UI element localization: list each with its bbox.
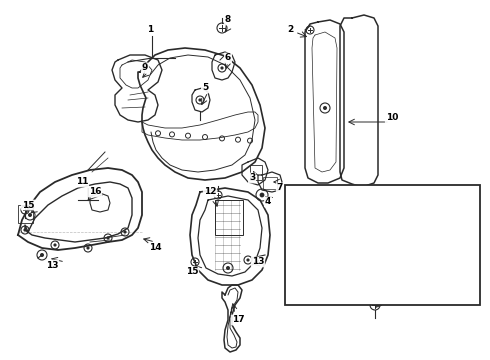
Text: 12: 12 [204,188,216,197]
Circle shape [40,253,44,257]
Bar [215,200,243,235]
Text: 16: 16 [89,188,101,197]
FancyBboxPatch shape [285,185,480,305]
Text: 19: 19 [295,203,308,212]
Text: 17: 17 [232,315,245,324]
Text: 18: 18 [354,185,366,194]
Bar [250,165,262,180]
Circle shape [313,208,317,212]
Circle shape [123,230,126,234]
Text: 1: 1 [147,26,153,35]
Circle shape [246,258,249,262]
Text: 8: 8 [225,15,231,24]
Text: 9: 9 [142,63,148,72]
Text: 15: 15 [22,201,34,210]
Text: 15: 15 [186,267,198,276]
Circle shape [24,228,26,231]
Text: 3: 3 [249,174,255,183]
Circle shape [53,243,57,247]
Circle shape [226,266,230,270]
Text: 5: 5 [202,84,208,93]
Text: 21: 21 [366,293,378,302]
Circle shape [28,213,32,217]
Text: 2: 2 [287,26,293,35]
Circle shape [310,230,314,234]
Text: 20: 20 [292,228,304,237]
Text: 6: 6 [225,54,231,63]
Text: 13: 13 [252,257,264,266]
Text: 14: 14 [148,243,161,252]
Bar [263,177,277,189]
Circle shape [260,193,265,197]
Circle shape [323,106,327,110]
Bar [18,205,33,223]
Text: 7: 7 [277,184,283,193]
Text: 4: 4 [265,198,271,207]
Text: 11: 11 [76,177,88,186]
Text: 10: 10 [386,113,398,122]
Circle shape [86,246,90,249]
Circle shape [106,237,110,240]
Circle shape [198,98,201,102]
Circle shape [220,66,223,69]
Text: 13: 13 [46,261,58,270]
